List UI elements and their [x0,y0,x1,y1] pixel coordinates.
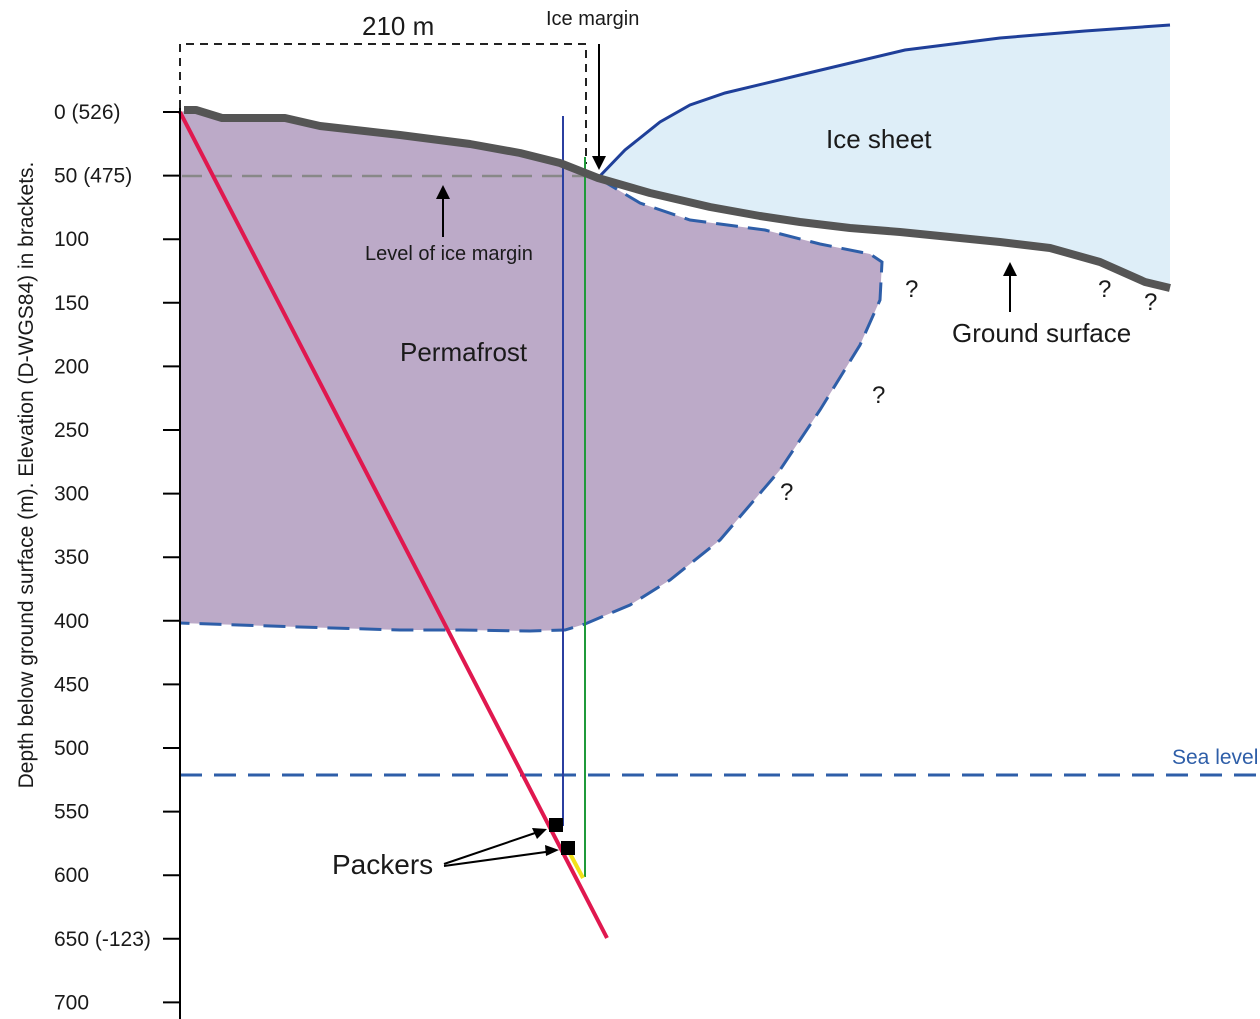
packers-arrowhead-lower [545,845,559,856]
ice-sheet-label: Ice sheet [826,124,932,154]
permafrost-label: Permafrost [400,337,528,367]
y-axis-tick-label: 250 [54,419,89,442]
uncertainty-mark: ? [905,276,918,303]
y-axis-tick-label: 700 [54,991,89,1014]
distance-bracket [179,43,587,164]
y-axis-tick-label: 300 [54,483,89,506]
y-axis-tick-label: 350 [54,546,89,569]
sea-level-label: Sea level [1172,746,1258,769]
y-axis-title: Depth below ground surface (m). Elevatio… [15,162,38,789]
ground-surface-arrowhead [1003,262,1017,276]
ground-surface-line [184,106,1171,292]
level-ice-margin-label: Level of ice margin [365,243,533,265]
ice-sheet-outline [596,23,1171,180]
y-axis-tick-label: 400 [54,610,89,633]
y-axis-tick-label: 650 (-123) [54,928,151,951]
packers-arrow-lower [443,850,554,867]
uncertainty-mark: ? [1098,276,1111,303]
uncertainty-mark: ? [780,479,793,506]
ice-margin-arrowhead [592,156,606,170]
y-axis-tick-label: 500 [54,737,89,760]
y-axis-tick-label: 100 [54,228,89,251]
y-axis-tick-label: 600 [54,864,89,887]
packers-arrow-upper [443,830,542,865]
permafrost-area [180,110,882,631]
uncertainty-mark: ? [872,382,885,409]
ice-margin-label: Ice margin [546,8,639,30]
y-axis-tick-label: 200 [54,355,89,378]
borehole-line [178,111,609,939]
packers-label: Packers [332,849,433,880]
y-axis-tick-label: 450 [54,673,89,696]
level-ice-margin-arrowhead [436,185,450,199]
distance-label: 210 m [362,11,434,41]
permafrost-boundary [179,176,884,633]
packer-upper [549,818,563,832]
y-axis-tick-label: 50 (475) [54,165,132,188]
y-axis-tick-label: 150 [54,292,89,315]
packer-lower [561,841,575,855]
y-axis-ticks: 0 (526) 50 (475) 100 150 200 250 300 350 400 450 5… [54,101,180,1014]
y-axis-tick-label: 550 [54,801,89,824]
ground-surface-label: Ground surface [952,318,1131,348]
uncertainty-mark: ? [1144,289,1157,316]
packers-arrowhead-upper [532,828,547,839]
y-axis-tick-label: 0 (526) [54,101,121,124]
